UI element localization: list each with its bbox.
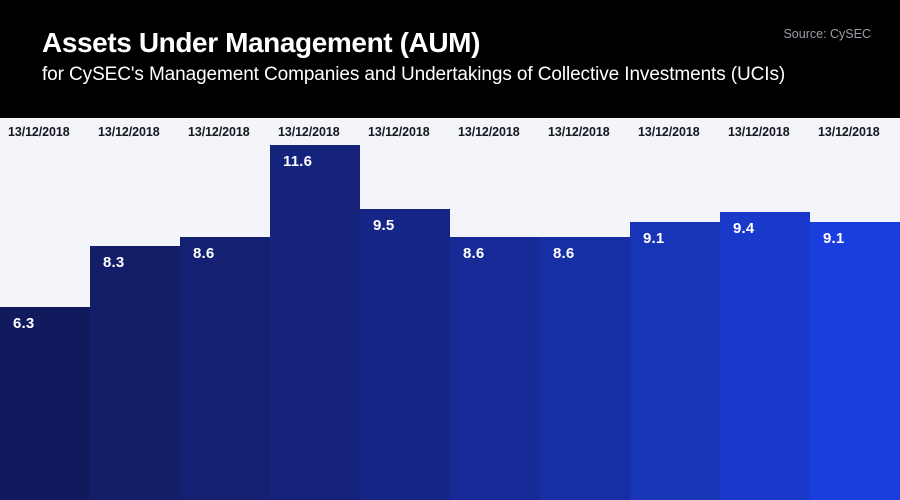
bar-column: 13/12/2018 8.6 — [180, 118, 270, 500]
bar: 9.1 — [810, 222, 900, 500]
bar-value-label: 8.6 — [193, 245, 215, 262]
chart-area: 13/12/2018 6.3 13/12/2018 8.3 13/12/2018… — [0, 118, 900, 500]
source-attribution: Source: CySEC — [783, 27, 871, 41]
bar-value-label: 8.6 — [463, 245, 485, 262]
bar-column: 13/12/2018 9.1 — [810, 118, 900, 500]
bar-column: 13/12/2018 8.3 — [90, 118, 180, 500]
bar: 8.6 — [180, 237, 270, 500]
bar-column: 13/12/2018 8.6 — [450, 118, 540, 500]
bar: 6.3 — [0, 307, 90, 500]
bar-date-label: 13/12/2018 — [728, 125, 790, 139]
bar-value-label: 9.1 — [643, 230, 665, 247]
bar-date-label: 13/12/2018 — [8, 125, 70, 139]
bar-date-label: 13/12/2018 — [98, 125, 160, 139]
page-subtitle: for CySEC's Management Companies and Und… — [42, 64, 786, 85]
bar: 8.6 — [540, 237, 630, 500]
bar-date-label: 13/12/2018 — [278, 125, 340, 139]
bar-column: 13/12/2018 9.5 — [360, 118, 450, 500]
bar: 8.6 — [450, 237, 540, 500]
bar-value-label: 8.3 — [103, 254, 125, 271]
bar: 9.1 — [630, 222, 720, 500]
bar: 9.5 — [360, 209, 450, 500]
page-title: Assets Under Management (AUM) — [42, 27, 481, 58]
bar-value-label: 8.6 — [553, 245, 575, 262]
bar-date-label: 13/12/2018 — [458, 125, 520, 139]
bar-value-label: 6.3 — [13, 315, 35, 332]
bar-value-label: 11.6 — [283, 153, 313, 170]
bar-date-label: 13/12/2018 — [188, 125, 250, 139]
bar-date-label: 13/12/2018 — [638, 125, 700, 139]
bar-column: 13/12/2018 9.4 — [720, 118, 810, 500]
bar-column: 13/12/2018 11.6 — [270, 118, 360, 500]
bar-date-label: 13/12/2018 — [368, 125, 430, 139]
bar-column: 13/12/2018 6.3 — [0, 118, 90, 500]
chart-header: Assets Under Management (AUM) for CySEC'… — [0, 0, 900, 118]
bar-value-label: 9.5 — [373, 217, 395, 234]
bar: 11.6 — [270, 145, 360, 500]
bar-value-label: 9.4 — [733, 220, 755, 237]
bar-column: 13/12/2018 8.6 — [540, 118, 630, 500]
bar-value-label: 9.1 — [823, 230, 845, 247]
bar-date-label: 13/12/2018 — [818, 125, 880, 139]
bar-column: 13/12/2018 9.1 — [630, 118, 720, 500]
bar-date-label: 13/12/2018 — [548, 125, 610, 139]
bar: 8.3 — [90, 246, 180, 500]
bar: 9.4 — [720, 212, 810, 500]
